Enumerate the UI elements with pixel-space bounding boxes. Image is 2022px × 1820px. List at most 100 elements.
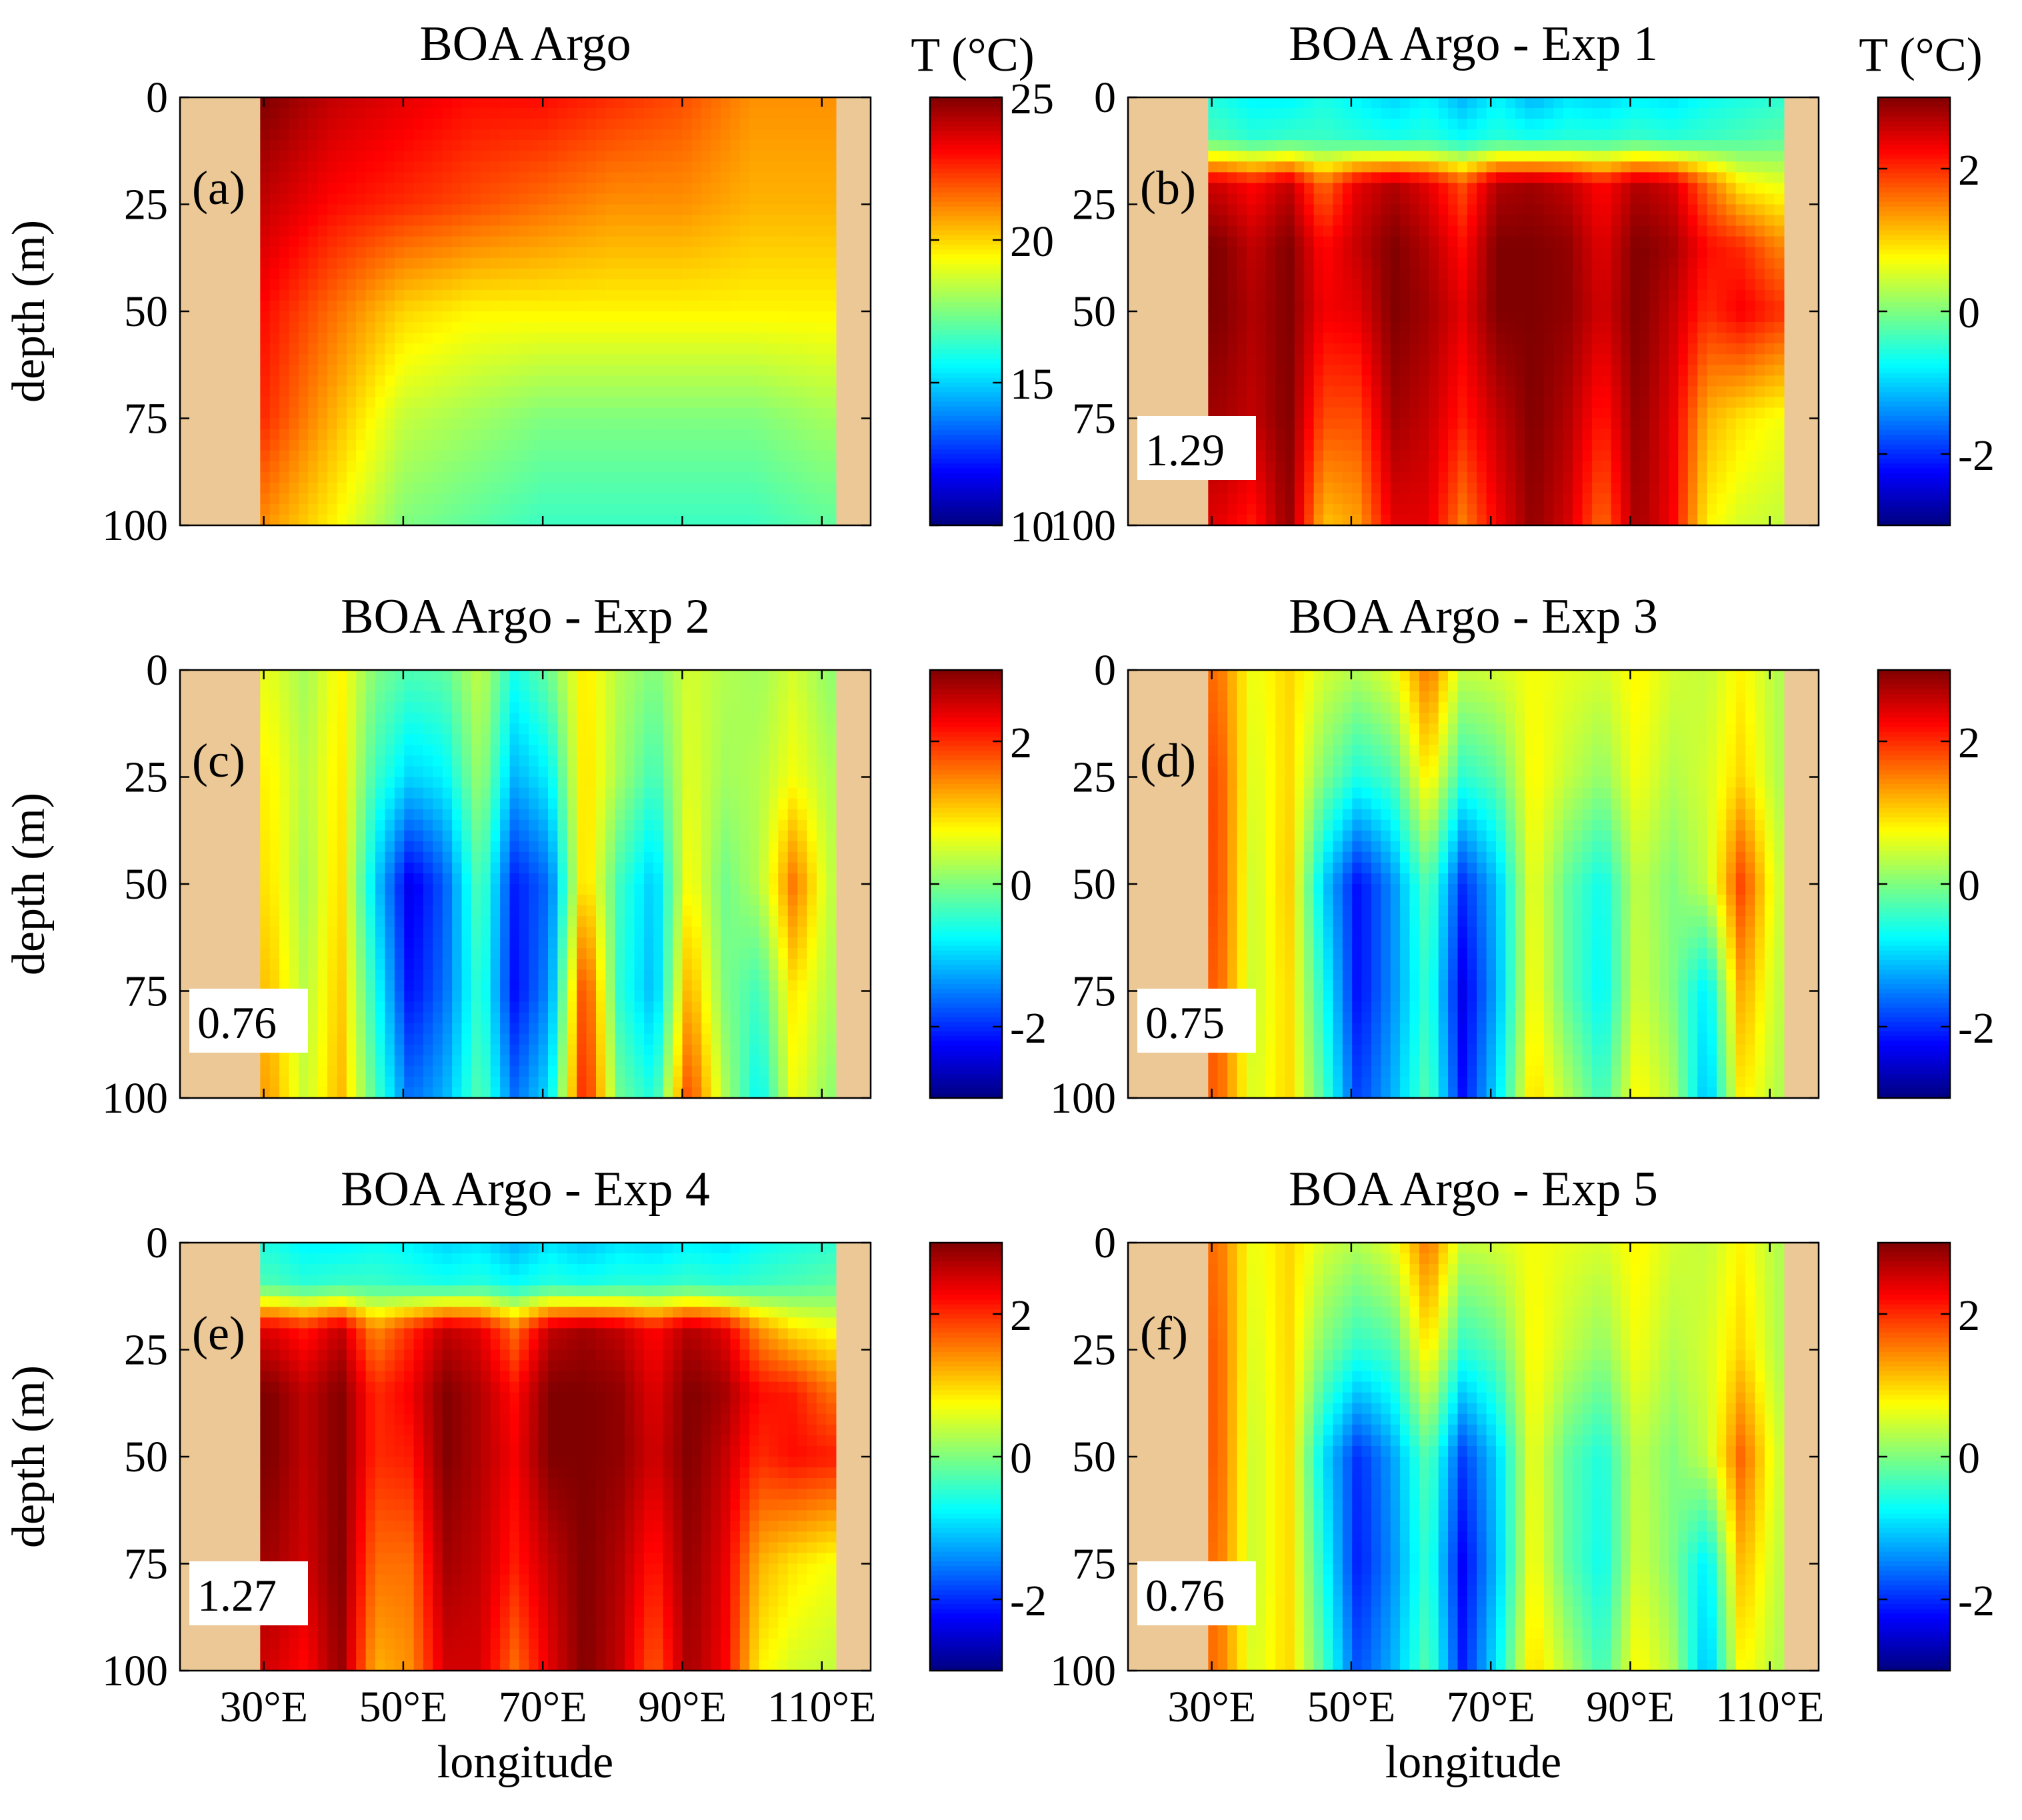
heatmap-cell — [1525, 247, 1535, 259]
colorbar-step — [930, 149, 1002, 155]
heatmap-cell — [634, 289, 645, 301]
heatmap-cell — [1697, 333, 1708, 344]
heatmap-cell — [1265, 193, 1276, 205]
heatmap-cell — [337, 322, 347, 333]
heatmap-cell — [1611, 268, 1621, 280]
heatmap-cell — [1400, 439, 1411, 451]
colorbar-step — [930, 163, 1002, 169]
heatmap-cell — [1448, 471, 1459, 483]
heatmap-cell — [1534, 225, 1545, 237]
heatmap-cell — [1265, 225, 1276, 237]
heatmap-cell — [1563, 279, 1573, 291]
heatmap-cell — [1534, 119, 1545, 130]
heatmap-cell — [538, 418, 549, 430]
heatmap-cell — [577, 151, 587, 163]
heatmap-cell — [739, 268, 750, 280]
heatmap-cell — [1678, 365, 1689, 377]
heatmap-cell — [442, 236, 453, 248]
heatmap-cell — [1313, 172, 1324, 184]
heatmap-cell — [1649, 386, 1660, 398]
heatmap-cell — [586, 365, 597, 377]
heatmap-cell — [1352, 450, 1363, 462]
heatmap-cell — [1611, 257, 1621, 269]
heatmap-cell — [1438, 386, 1449, 398]
heatmap-cell — [1563, 183, 1573, 195]
heatmap-cell — [461, 279, 472, 291]
colorbar-step — [1878, 163, 1950, 169]
heatmap-cell — [634, 365, 645, 377]
heatmap-cell — [701, 279, 712, 291]
heatmap-cell — [787, 311, 798, 323]
heatmap-cell — [826, 236, 837, 248]
heatmap-cell — [519, 386, 529, 398]
heatmap-cell — [1371, 365, 1382, 377]
heatmap-cell — [452, 183, 463, 195]
heatmap-cell — [1409, 215, 1420, 227]
heatmap-cell — [691, 236, 702, 248]
heatmap-cell — [691, 300, 702, 312]
heatmap-cell — [634, 514, 645, 525]
heatmap-cell — [1649, 215, 1660, 227]
heatmap-cell — [346, 461, 357, 473]
heatmap-cell — [500, 461, 511, 473]
heatmap-cell — [1544, 172, 1555, 184]
heatmap-cell — [548, 429, 559, 441]
heatmap-cell — [1304, 300, 1315, 312]
heatmap-cell — [1669, 333, 1679, 344]
heatmap-cell — [1601, 300, 1612, 312]
heatmap-cell — [1477, 493, 1487, 505]
heatmap-cell — [1534, 375, 1545, 387]
panel-letter: (b) — [1140, 161, 1196, 215]
heatmap-cell — [1534, 161, 1545, 173]
heatmap-cell — [663, 439, 673, 451]
heatmap-cell — [452, 514, 463, 525]
heatmap-cell — [1275, 354, 1286, 365]
heatmap-cell — [356, 161, 367, 173]
heatmap-cell — [1591, 311, 1603, 323]
heatmap-cell — [1563, 450, 1573, 462]
heatmap-cell — [413, 311, 424, 323]
heatmap-cell — [1477, 503, 1487, 515]
heatmap-cell — [1371, 354, 1382, 365]
heatmap-cell — [807, 236, 817, 248]
heatmap-cell — [1687, 311, 1698, 323]
heatmap-cell — [490, 365, 501, 377]
heatmap-cell — [260, 247, 271, 259]
heatmap-cell — [826, 439, 837, 451]
heatmap-cell — [1371, 418, 1382, 430]
heatmap-cell — [404, 439, 415, 451]
heatmap-cell — [1630, 514, 1641, 525]
heatmap-cell — [538, 151, 549, 163]
heatmap-cell — [317, 514, 328, 525]
heatmap-cell — [1381, 193, 1391, 205]
heatmap-cell — [1611, 300, 1621, 312]
heatmap-cell — [1304, 365, 1315, 377]
heatmap-cell — [682, 183, 693, 195]
heatmap-cell — [1582, 183, 1593, 195]
heatmap-cell — [500, 225, 511, 237]
heatmap-cell — [1726, 322, 1737, 333]
heatmap-cell — [279, 493, 290, 505]
heatmap-cell — [1573, 375, 1583, 387]
colorbar-step — [930, 363, 1002, 369]
heatmap-cell — [1649, 450, 1660, 462]
heatmap-cell — [1265, 279, 1276, 291]
heatmap-cell — [1265, 439, 1276, 451]
heatmap-cell — [269, 407, 280, 419]
heatmap-cell — [452, 471, 463, 483]
heatmap-cell — [519, 429, 529, 441]
heatmap-cell — [1735, 279, 1746, 291]
heatmap-cell — [1486, 429, 1497, 441]
heatmap-cell — [1438, 429, 1449, 441]
heatmap-cell — [529, 493, 539, 505]
heatmap-cell — [1381, 108, 1391, 119]
heatmap-cell — [1390, 161, 1401, 173]
heatmap-cell — [625, 429, 635, 441]
heatmap-cell — [1429, 429, 1439, 441]
colorbar-step — [930, 216, 1002, 222]
heatmap-cell — [1265, 183, 1276, 195]
heatmap-cell — [346, 119, 357, 130]
heatmap-cell — [625, 514, 635, 525]
heatmap-cell — [1256, 119, 1267, 130]
heatmap-cell — [577, 97, 587, 109]
